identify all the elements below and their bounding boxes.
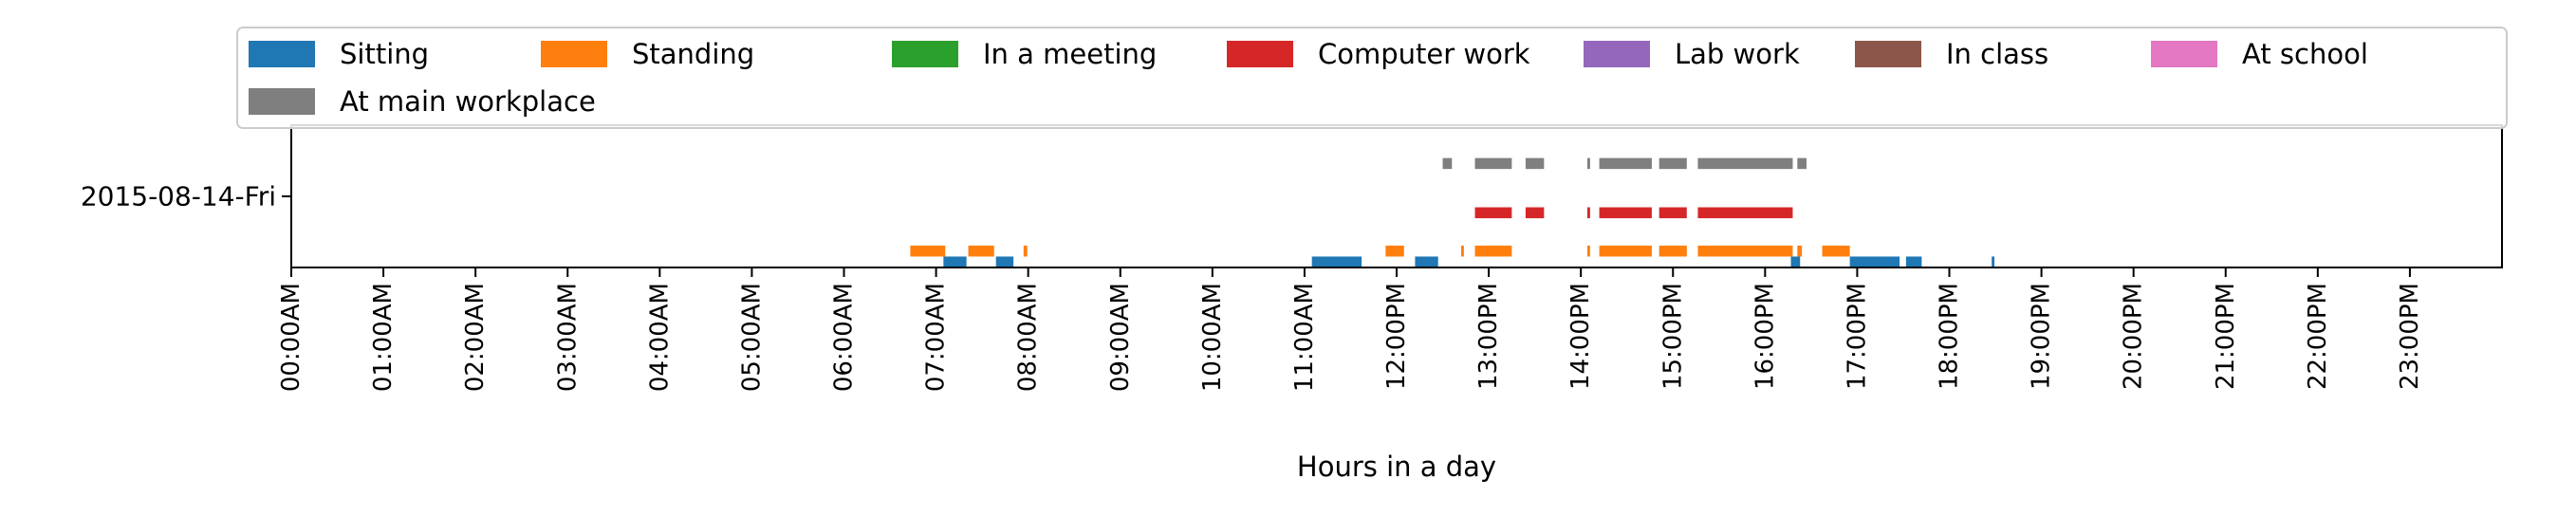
x-tick-label: 11:00AM (1290, 283, 1319, 392)
bar-computer-work-5 (1697, 207, 1793, 219)
legend-item: At main workplace (249, 85, 596, 118)
bar-sitting-4 (1790, 256, 1801, 267)
bar-at-main-workplace-4 (1599, 157, 1652, 170)
bar-sitting-2 (1311, 256, 1362, 267)
legend-item: Computer work (1227, 38, 1530, 70)
legend-label: At school (2242, 38, 2368, 70)
x-tick-label: 17:00PM (1843, 283, 1871, 390)
x-tick-label: 02:00AM (461, 283, 490, 392)
x-tick-label: 08:00AM (1014, 283, 1043, 392)
x-tick-label: 20:00PM (2120, 283, 2148, 390)
legend-label: Standing (632, 38, 754, 70)
legend-swatch (1584, 41, 1650, 67)
bar-sitting-1 (995, 256, 1014, 267)
legend-item: Standing (541, 38, 754, 70)
x-tick-label: 04:00AM (645, 283, 674, 392)
bar-standing-10 (1797, 245, 1803, 257)
x-tick-label: 05:00AM (737, 283, 766, 392)
legend-label: At main workplace (340, 85, 596, 118)
bar-at-main-workplace-3 (1586, 157, 1590, 170)
legend-label: Sitting (340, 38, 429, 70)
bar-at-main-workplace-1 (1474, 157, 1512, 170)
bar-sitting-0 (943, 256, 967, 267)
bar-at-main-workplace-5 (1659, 157, 1687, 170)
x-tick-label: 06:00AM (830, 283, 859, 392)
x-tick-label: 18:00PM (1936, 283, 1964, 390)
bar-standing-11 (1822, 245, 1850, 257)
x-tick-label: 16:00PM (1751, 283, 1779, 390)
bar-at-main-workplace-2 (1525, 157, 1545, 170)
bar-standing-0 (910, 245, 946, 257)
bar-standing-7 (1599, 245, 1652, 257)
x-tick-label: 19:00PM (2028, 283, 2056, 390)
x-tick-label: 22:00PM (2304, 283, 2332, 390)
bar-at-main-workplace-6 (1697, 157, 1793, 170)
x-tick-label: 15:00PM (1659, 283, 1687, 390)
legend-swatch (1227, 41, 1293, 67)
bar-standing-2 (1023, 245, 1028, 257)
x-axis-label: Hours in a day (1297, 451, 1496, 483)
bar-at-main-workplace-7 (1797, 157, 1807, 170)
legend-item: In a meeting (892, 38, 1157, 70)
legend-item: In class (1855, 38, 2048, 70)
bar-standing-1 (968, 245, 994, 257)
x-tick-label: 14:00PM (1566, 283, 1595, 390)
x-tick-label: 07:00AM (922, 283, 951, 392)
legend-swatch (1855, 41, 1921, 67)
x-tick-label: 01:00AM (369, 283, 398, 392)
x-axis-ticks: 00:00AM 01:00AM 02:00AM 03:00AM 04:00AM 05:00… (277, 267, 2424, 392)
legend-item: Sitting (249, 38, 429, 70)
legend-swatch (249, 88, 315, 115)
bar-standing-4 (1460, 245, 1464, 257)
x-tick-label: 00:00AM (277, 283, 306, 392)
bar-computer-work-4 (1659, 207, 1687, 219)
legend-frame (236, 27, 2508, 129)
legend: Sitting Standing In a meeting Computer work… (236, 27, 2508, 129)
legend-label: In a meeting (983, 38, 1157, 70)
x-tick-label: 09:00AM (1106, 283, 1135, 392)
bar-sitting-6 (1905, 256, 1922, 267)
x-tick-label: 23:00PM (2396, 283, 2424, 390)
bar-standing-9 (1697, 245, 1793, 257)
bar-computer-work-3 (1599, 207, 1652, 219)
bar-standing-8 (1659, 245, 1687, 257)
bar-standing-5 (1474, 245, 1512, 257)
bar-sitting-7 (1992, 256, 1995, 267)
legend-item: Lab work (1584, 38, 1800, 70)
bar-sitting-5 (1849, 256, 1900, 267)
y-axis-ticks: 2015-08-14-Fri (81, 181, 291, 212)
x-tick-label: 10:00AM (1198, 283, 1227, 392)
legend-label: Lab work (1675, 38, 1800, 70)
legend-label: Computer work (1318, 38, 1530, 70)
x-tick-label: 13:00PM (1474, 283, 1503, 390)
bar-sitting-3 (1415, 256, 1438, 267)
legend-swatch (892, 41, 958, 67)
legend-item: At school (2151, 38, 2368, 70)
y-tick-label: 2015-08-14-Fri (81, 181, 276, 212)
bar-computer-work-0 (1474, 207, 1512, 219)
x-tick-label: 21:00PM (2212, 283, 2240, 390)
x-tick-label: 03:00AM (553, 283, 582, 392)
bar-computer-work-1 (1525, 207, 1545, 219)
x-tick-label: 12:00PM (1382, 283, 1411, 390)
legend-swatch (2151, 41, 2217, 67)
bars-layer (910, 157, 1995, 267)
bar-at-main-workplace-0 (1442, 157, 1453, 170)
legend-swatch (541, 41, 607, 67)
bar-standing-6 (1586, 245, 1590, 257)
bar-computer-work-2 (1586, 207, 1590, 219)
bar-standing-3 (1385, 245, 1404, 257)
legend-swatch (249, 41, 315, 67)
legend-label: In class (1946, 38, 2048, 70)
